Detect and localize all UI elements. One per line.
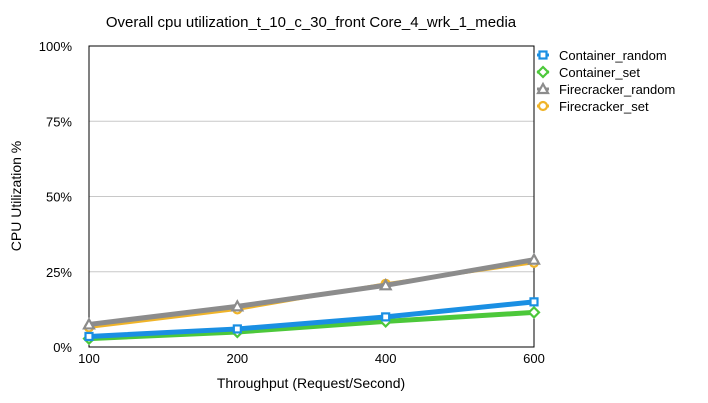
legend-marker bbox=[538, 50, 548, 60]
y-axis-label: CPU Utilization % bbox=[8, 141, 24, 251]
legend-label: Container_set bbox=[559, 65, 640, 80]
data-point bbox=[381, 312, 391, 322]
x-tick-label: 400 bbox=[375, 351, 397, 366]
legend-item: Container_random bbox=[537, 48, 667, 63]
series-group bbox=[82, 252, 541, 346]
series-line bbox=[86, 257, 537, 327]
data-point bbox=[529, 297, 539, 307]
legend-item: Container_set bbox=[536, 65, 640, 80]
y-axis: 0% 25% 50% 75% 100% bbox=[39, 39, 73, 355]
data-point bbox=[84, 331, 94, 342]
data-point bbox=[527, 305, 541, 319]
y-tick-label: 25% bbox=[46, 265, 72, 280]
x-tick-label: 200 bbox=[226, 351, 248, 366]
data-point bbox=[230, 299, 245, 312]
x-axis: 100 200 400 600 bbox=[78, 351, 545, 366]
legend-marker bbox=[536, 81, 550, 95]
series-Container_set bbox=[82, 305, 541, 346]
plot-area bbox=[88, 45, 535, 348]
y-tick-label: 0% bbox=[53, 340, 72, 355]
data-point bbox=[378, 278, 393, 291]
legend-label: Firecracker_set bbox=[559, 99, 649, 114]
y-tick-label: 100% bbox=[39, 39, 73, 54]
legend-marker bbox=[537, 100, 549, 112]
y-tick-label: 75% bbox=[46, 114, 72, 129]
series-Container_random bbox=[84, 297, 539, 342]
legend-item: Firecracker_random bbox=[536, 81, 675, 97]
legend-label: Firecracker_random bbox=[559, 82, 675, 97]
legend-item: Firecracker_set bbox=[537, 99, 649, 114]
data-point bbox=[527, 252, 541, 265]
x-tick-label: 100 bbox=[78, 351, 100, 366]
y-tick-label: 50% bbox=[46, 190, 72, 205]
grid bbox=[89, 120, 534, 273]
series-Firecracker_random bbox=[82, 252, 541, 330]
legend: Container_random Container_set Firecracker… bbox=[536, 48, 675, 114]
data-point bbox=[232, 324, 242, 334]
legend-label: Container_random bbox=[559, 48, 667, 63]
x-axis-label: Throughput (Request/Second) bbox=[217, 375, 405, 391]
x-tick-label: 600 bbox=[523, 351, 545, 366]
legend-marker bbox=[536, 65, 550, 79]
data-point bbox=[82, 317, 96, 330]
series-line bbox=[86, 309, 537, 342]
chart-title: Overall cpu utilization_t_10_c_30_front … bbox=[106, 14, 517, 31]
series-line bbox=[86, 299, 537, 339]
